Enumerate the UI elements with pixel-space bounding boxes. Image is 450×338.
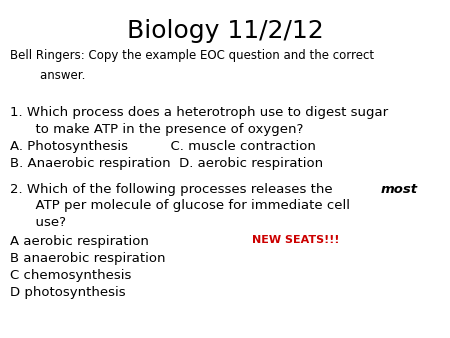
Text: ATP per molecule of glucose for immediate cell: ATP per molecule of glucose for immediat… [10, 199, 350, 212]
Text: B. Anaerobic respiration  D. aerobic respiration: B. Anaerobic respiration D. aerobic resp… [10, 157, 323, 170]
Text: answer.: answer. [10, 69, 86, 81]
Text: NEW SEATS!!!: NEW SEATS!!! [252, 235, 339, 245]
Text: Biology 11/2/12: Biology 11/2/12 [126, 19, 324, 43]
Text: A aerobic respiration: A aerobic respiration [10, 235, 149, 248]
Text: most: most [380, 183, 418, 195]
Text: Bell Ringers: Copy the example EOC question and the correct: Bell Ringers: Copy the example EOC quest… [10, 49, 374, 62]
Text: A. Photosynthesis          C. muscle contraction: A. Photosynthesis C. muscle contraction [10, 140, 316, 153]
Text: C chemosynthesis: C chemosynthesis [10, 269, 131, 282]
Text: B anaerobic respiration: B anaerobic respiration [10, 252, 166, 265]
Text: to make ATP in the presence of oxygen?: to make ATP in the presence of oxygen? [10, 123, 303, 136]
Text: use?: use? [10, 216, 66, 229]
Text: D photosynthesis: D photosynthesis [10, 286, 126, 298]
Text: 1. Which process does a heterotroph use to digest sugar: 1. Which process does a heterotroph use … [10, 106, 388, 119]
Text: 2. Which of the following processes releases the: 2. Which of the following processes rele… [10, 183, 337, 195]
